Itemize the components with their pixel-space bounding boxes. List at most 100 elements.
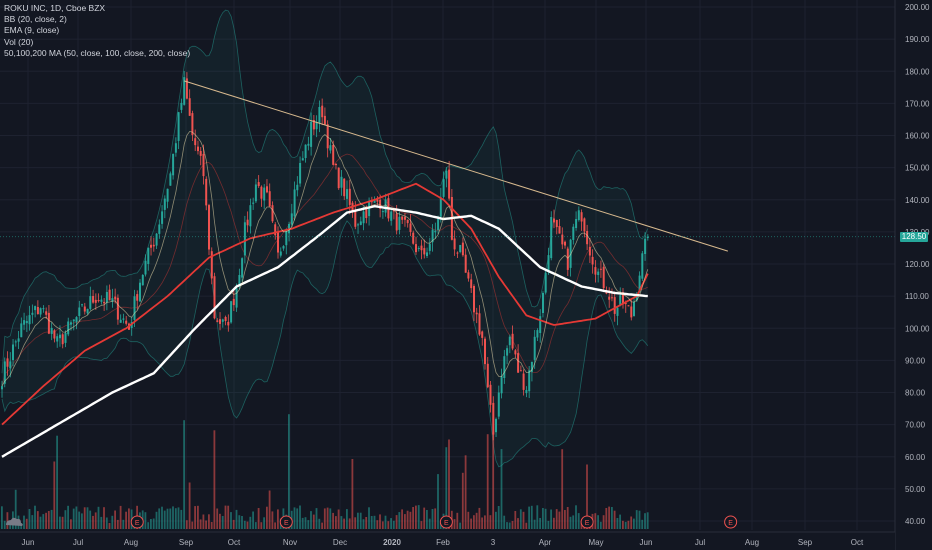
price-tick-label: 180.00: [905, 67, 930, 76]
candle: [119, 314, 122, 323]
volume-bar: [572, 515, 575, 529]
volume-bar: [208, 514, 210, 529]
volume-bar: [254, 522, 257, 529]
volume-bar: [310, 511, 312, 529]
volume-bar: [517, 518, 519, 529]
time-tick-label: Sep: [798, 538, 813, 547]
volume-bar: [343, 518, 345, 529]
candle: [141, 274, 144, 286]
volume-bar: [577, 513, 580, 529]
volume-bar: [362, 519, 365, 529]
volume-bar: [315, 508, 318, 529]
volume-bar: [536, 505, 539, 529]
candle: [254, 178, 257, 203]
candle: [588, 238, 591, 263]
candle: [522, 369, 525, 396]
candle: [78, 300, 81, 322]
volume-bar: [370, 516, 373, 529]
earnings-marker-icon[interactable]: E: [724, 515, 738, 529]
volume-bar: [108, 523, 111, 529]
volume-bar: [561, 449, 564, 529]
earnings-marker-icon[interactable]: E: [130, 515, 144, 529]
earnings-marker-icon[interactable]: E: [580, 515, 594, 529]
volume-bar: [78, 511, 81, 529]
earnings-marker-icon[interactable]: E: [279, 515, 293, 529]
candle: [619, 287, 622, 307]
volume-bar: [644, 513, 646, 529]
candle: [326, 120, 329, 158]
bb-fill: [2, 10, 648, 467]
volume-bar: [437, 474, 439, 529]
volume-bar: [456, 512, 459, 529]
candle: [420, 239, 423, 260]
volume-bar: [495, 511, 497, 529]
volume-bar: [296, 508, 299, 529]
candle: [561, 227, 564, 250]
candle: [409, 214, 412, 237]
volume-bar: [569, 516, 572, 529]
volume-bar: [36, 511, 39, 529]
candle: [398, 211, 401, 235]
candle: [503, 349, 506, 384]
time-axis[interactable]: Jun Jul Aug Sep Oct Nov Dec 2020 Feb 3 Apr May Jun Ju…: [0, 531, 895, 550]
candle: [197, 140, 199, 155]
candle: [208, 203, 210, 256]
volume-bar: [508, 522, 511, 529]
volume-bar: [348, 518, 351, 529]
indicator-ma[interactable]: 50,100,200 MA (50, close, 100, close, 20…: [4, 47, 191, 58]
candle: [484, 336, 486, 370]
volume-bar: [249, 516, 252, 529]
volume-bar: [183, 420, 185, 529]
volume-bar: [622, 520, 624, 529]
price-tick-label: 70.00: [905, 421, 926, 430]
volume-bar: [481, 517, 483, 529]
volume-bar: [470, 518, 472, 529]
indicator-vol[interactable]: Vol (20): [4, 36, 34, 47]
candle: [544, 269, 547, 295]
candle: [335, 163, 337, 170]
volume-bar: [611, 507, 613, 529]
volume-bar: [564, 510, 566, 529]
price-tick-label: 160.00: [905, 132, 930, 141]
volume-bar: [547, 520, 550, 529]
candle: [445, 167, 448, 188]
price-tick-label: 150.00: [905, 164, 930, 173]
candle: [577, 206, 580, 222]
volume-bar: [401, 509, 403, 529]
time-tick-label: Feb: [436, 538, 450, 547]
svg-text:E: E: [444, 520, 449, 527]
candle: [602, 263, 605, 293]
candle: [401, 216, 404, 224]
volume-bar: [125, 511, 127, 529]
volume-bar: [59, 516, 61, 529]
earnings-marker-icon[interactable]: E: [439, 515, 453, 529]
trend-line[interactable]: [184, 80, 729, 252]
candle: [61, 332, 64, 349]
symbol-title[interactable]: ROKU INC, 1D, Cboe BZX: [4, 3, 106, 13]
volume-bar: [340, 516, 343, 529]
indicator-ema[interactable]: EMA (9, close): [4, 25, 60, 36]
volume-bar: [45, 512, 47, 529]
candle: [525, 386, 528, 398]
candle: [412, 230, 415, 245]
candle: [199, 147, 202, 166]
price-axis[interactable]: 40.00 50.00 60.00 70.00 80.00 90.00 100.00 110.…: [894, 0, 932, 550]
candle: [194, 129, 197, 152]
candle: [216, 318, 219, 323]
candle: [72, 319, 75, 331]
volume-bar: [188, 482, 191, 529]
volume-bar: [232, 519, 235, 529]
candle: [271, 201, 274, 223]
volume-bar: [271, 511, 274, 529]
candle: [428, 237, 431, 255]
price-tick-label: 140.00: [905, 196, 930, 205]
moving-averages: [0, 80, 895, 458]
candle: [155, 233, 158, 250]
price-tick-label: 120.00: [905, 260, 930, 269]
indicator-bb[interactable]: BB (20, close, 2): [4, 14, 67, 25]
candle: [558, 219, 561, 234]
volume-bar: [542, 508, 544, 529]
volume-bar: [530, 505, 533, 529]
price-tick-label: 190.00: [905, 35, 930, 44]
